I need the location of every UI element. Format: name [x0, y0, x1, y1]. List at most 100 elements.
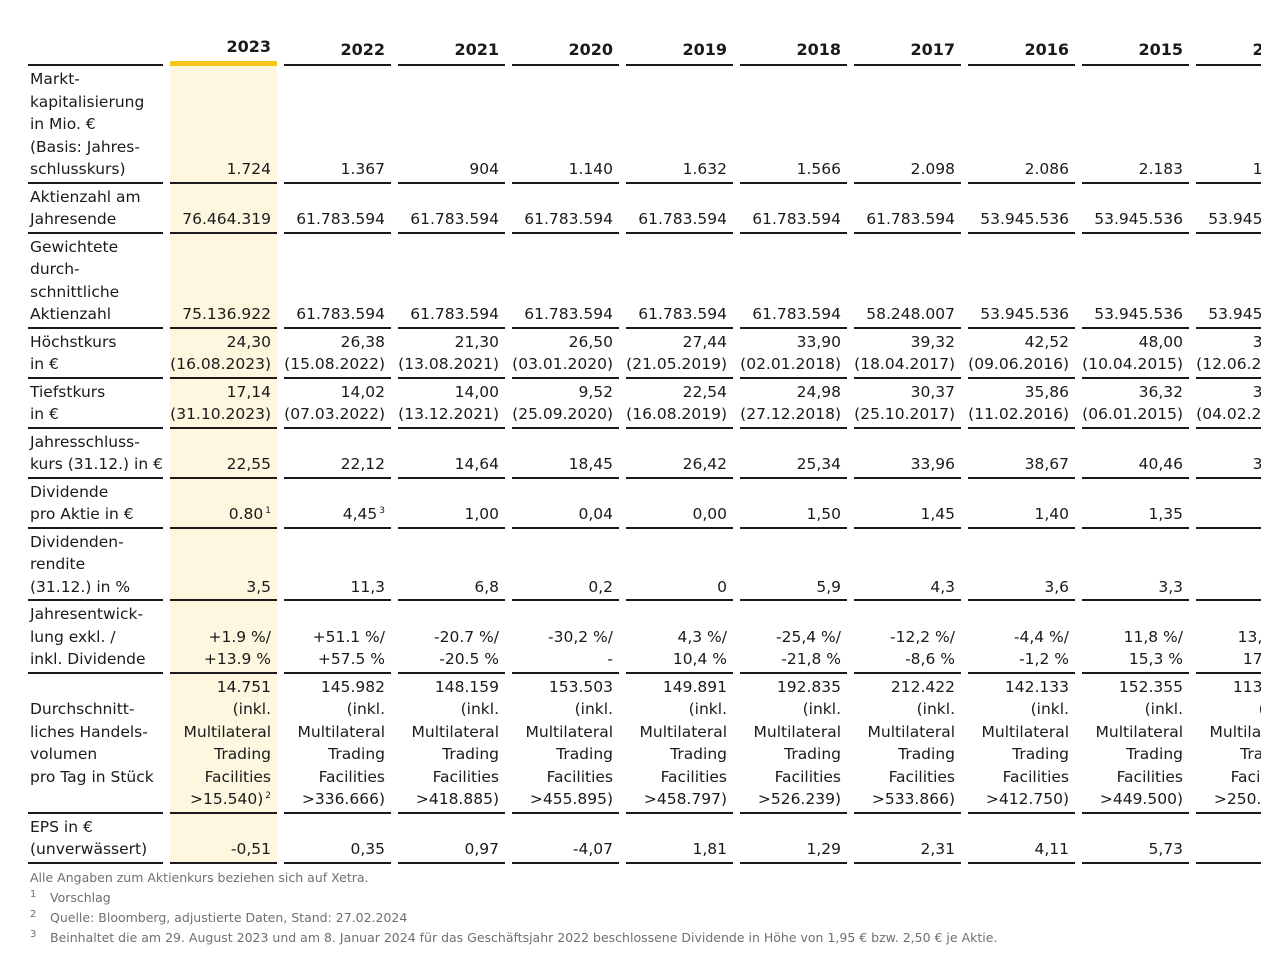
year-header-2022: 2022	[284, 30, 391, 66]
column-gap	[847, 234, 854, 329]
column-gap	[391, 379, 398, 429]
cell-2020: 61.783.594	[512, 184, 619, 234]
column-gap	[1189, 674, 1196, 814]
cell-2018: 33,90 (02.01.2018)	[740, 329, 847, 379]
column-gap	[505, 479, 512, 529]
column-gap	[619, 379, 626, 429]
column-gap	[163, 329, 170, 379]
cell-2019: 61.783.594	[626, 234, 733, 329]
column-gap	[391, 30, 398, 66]
cell-2022: 61.783.594	[284, 184, 391, 234]
cell-2021: 21,30 (13.08.2021)	[398, 329, 505, 379]
cell-2015: 2.183	[1082, 66, 1189, 184]
column-gap	[847, 30, 854, 66]
column-gap	[961, 234, 968, 329]
column-gap	[505, 814, 512, 864]
cell-2014: 36,20	[1196, 429, 1261, 479]
column-gap	[1189, 184, 1196, 234]
cell-2021: -20.7 %/ -20.5 %	[398, 601, 505, 674]
cell-2016: -4,4 %/ -1,2 %	[968, 601, 1075, 674]
cell-2018: 1,29	[740, 814, 847, 864]
column-gap	[1075, 184, 1082, 234]
column-gap	[1189, 814, 1196, 864]
table-row: Markt- kapitalisierung in Mio. € (Basis:…	[28, 66, 1261, 184]
column-gap	[847, 601, 854, 674]
cell-2017: 4,3	[854, 529, 961, 601]
year-header-2020: 2020	[512, 30, 619, 66]
cell-2015: 36,32 (06.01.2015)	[1082, 379, 1189, 429]
column-gap	[391, 184, 398, 234]
column-gap	[961, 66, 968, 184]
column-gap	[163, 379, 170, 429]
cell-2023: 24,30 (16.08.2023)	[170, 328, 277, 379]
column-gap	[847, 184, 854, 234]
column-gap	[619, 329, 626, 379]
column-gap	[733, 814, 740, 864]
cell-2018: 1.566	[740, 66, 847, 184]
cell-2015: 53.945.536	[1082, 184, 1189, 234]
table-row: Dividende pro Aktie in €0.80 1 4,45 3 1,00 0,…	[28, 478, 1261, 529]
cell-2017: 2.098	[854, 66, 961, 184]
cell-2022: 14,02 (07.03.2022)	[284, 379, 391, 429]
column-gap	[961, 329, 968, 379]
footnote-text: Beinhaltet die am 29. August 2023 und am…	[50, 930, 998, 945]
table-row: Durchschnitt- liches Handels- volumen pr…	[28, 673, 1261, 814]
column-gap	[277, 529, 284, 602]
column-gap	[1075, 234, 1082, 329]
cell-2022: 61.783.594	[284, 234, 391, 329]
column-gap	[391, 329, 398, 379]
column-gap	[277, 30, 284, 66]
cell-2022: +51.1 %/ +57.5 %	[284, 601, 391, 674]
cell-2015: 40,46	[1082, 429, 1189, 479]
cell-2019: 0,00	[626, 479, 733, 529]
column-gap	[1189, 529, 1196, 602]
column-gap	[619, 234, 626, 329]
cell-2018: 192.835 (inkl. Multilateral Trading Faci…	[740, 674, 847, 814]
column-gap	[505, 66, 512, 184]
share-key-figures-table: 2023202220212020201920182017201620152014…	[28, 30, 1261, 864]
footnote-number: 3	[30, 929, 37, 940]
table-row: EPS in € (unverwässert) -0,51 0,35 0,97 -4,0…	[28, 813, 1261, 864]
column-gap	[277, 234, 284, 329]
column-gap	[961, 30, 968, 66]
column-gap	[619, 30, 626, 66]
column-gap	[1189, 329, 1196, 379]
column-gap	[847, 329, 854, 379]
table-row: Tiefstkurs in €17,14 (31.10.2023) 14,02 (…	[28, 378, 1261, 429]
cell-2017: 58.248.007	[854, 234, 961, 329]
column-gap	[505, 601, 512, 674]
cell-2014: 30,72 (04.02.2014)	[1196, 379, 1261, 429]
column-gap	[619, 601, 626, 674]
column-gap	[391, 529, 398, 602]
footnote-item: 2 Quelle: Bloomberg, adjustierte Daten, S…	[30, 908, 997, 928]
cell-2023: 22,55	[170, 428, 277, 479]
cell-2017: 1,45	[854, 479, 961, 529]
column-gap	[847, 674, 854, 814]
column-gap	[505, 379, 512, 429]
column-gap	[733, 429, 740, 479]
cell-2014: 3,6	[1196, 529, 1261, 601]
column-gap	[391, 479, 398, 529]
column-gap	[619, 66, 626, 184]
row-label: Jahresschluss- kurs (31.12.) in €	[28, 429, 163, 479]
column-gap	[733, 30, 740, 66]
cell-2016: 1,40	[968, 479, 1075, 529]
column-gap	[1189, 234, 1196, 329]
table-row: Gewichtete durch- schnittliche Aktienzah…	[28, 233, 1261, 329]
column-gap	[1189, 379, 1196, 429]
cell-2021: 61.783.594	[398, 234, 505, 329]
column-gap	[163, 814, 170, 864]
column-gap	[391, 234, 398, 329]
cell-2023: 75.136.922	[170, 233, 277, 329]
cell-2017: 61.783.594	[854, 184, 961, 234]
column-gap	[619, 184, 626, 234]
cell-2021: 904	[398, 66, 505, 184]
cell-2021: 148.159 (inkl. Multilateral Trading Faci…	[398, 674, 505, 814]
cell-2020: -4,07	[512, 814, 619, 864]
cell-2014: 113.000 (inkl. Multilateral Trading Faci…	[1196, 674, 1261, 814]
column-gap	[847, 479, 854, 529]
table-row: Höchstkurs in €24,30 (16.08.2023) 26,38 (…	[28, 328, 1261, 379]
cell-2015: 1,35	[1082, 479, 1189, 529]
row-label: Durchschnitt- liches Handels- volumen pr…	[28, 674, 163, 814]
cell-2015: 11,8 %/ 15,3 %	[1082, 601, 1189, 674]
